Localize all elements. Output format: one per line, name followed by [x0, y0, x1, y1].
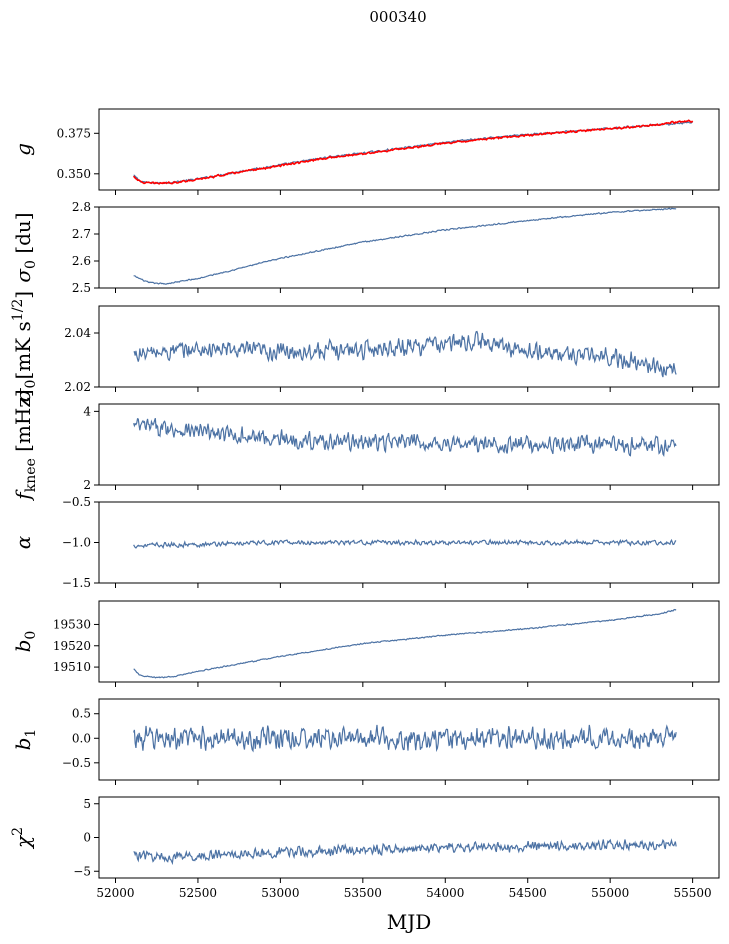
panel-7: −5 0 5 52000 52500 53000 53500 54000 54500 55000 5… [10, 796, 720, 900]
panel-5: 19510 19520 19530 b0​ [11, 600, 720, 687]
y-tick-label: 4 [83, 404, 91, 418]
y-tick-label: 2.5 [72, 281, 91, 295]
y-axis-label-1: σ0​ [du] [11, 212, 39, 282]
y-axis-label-6: b1​ [11, 729, 39, 751]
y-axis-label-2: σ0​[mK s1/2​] [10, 291, 39, 402]
panel-0: 0.350 0.375 g [11, 108, 720, 195]
panel-frame [98, 501, 720, 584]
series-line-4-0 [133, 538, 677, 550]
panel-frame [98, 698, 720, 781]
panel-frame [98, 600, 720, 683]
x-tick-label: 53000 [261, 886, 299, 900]
x-tick-label: 53500 [344, 886, 382, 900]
panels: 0.350 0.375 g 2.5 2.6 2.7 2.8 σ0​ [du] 2.02 2.04 σ… [10, 108, 720, 900]
y-tick-label: 19530 [53, 617, 91, 631]
series-line-2-0 [133, 330, 677, 378]
series-line-7-0 [133, 838, 677, 866]
y-tick-label: 19520 [53, 639, 91, 653]
y-axis-label-7: χ2​ [10, 827, 35, 850]
y-tick-label: −0.5 [62, 495, 91, 509]
panel-frame [98, 796, 720, 879]
y-tick-label: −1.5 [62, 576, 91, 590]
y-tick-label: −1.0 [62, 536, 91, 550]
series-line-1-0 [133, 207, 677, 285]
y-tick-label: 0 [83, 831, 91, 845]
x-tick-label: 54500 [509, 886, 547, 900]
x-tick-label: 55000 [591, 886, 629, 900]
y-tick-label: −0.5 [62, 756, 91, 770]
panel-frame [98, 206, 720, 289]
y-tick-label: 2.02 [64, 380, 91, 394]
y-tick-label: 0.350 [57, 167, 91, 181]
y-tick-label: 2.04 [64, 326, 91, 340]
y-tick-label: 19510 [53, 660, 91, 674]
y-axis-label-0: g [11, 143, 35, 156]
y-tick-label: 2.6 [72, 254, 91, 268]
y-tick-label: 5 [83, 797, 91, 811]
x-tick-label: 55500 [674, 886, 712, 900]
series-line-5-0 [133, 608, 677, 679]
x-tick-label: 54000 [426, 886, 464, 900]
panel-3: 2 4 fknee​ [mHz] [11, 389, 720, 502]
panel-4: −1.5 −1.0 −0.5 α [11, 495, 720, 590]
y-tick-label: 2 [83, 478, 91, 492]
x-axis-label: MJD [387, 910, 432, 934]
y-axis-label-3: fknee​ [mHz] [11, 389, 39, 501]
panel-6: −0.5 0.0 0.5 b1​ [11, 698, 720, 785]
chart-title: 000340 [369, 8, 426, 26]
y-tick-label: 0.0 [72, 731, 91, 745]
x-tick-label: 52000 [96, 886, 134, 900]
panel-2: 2.02 2.04 σ0​[mK s1/2​] [10, 291, 720, 402]
y-tick-label: 2.8 [72, 200, 91, 214]
y-tick-label: 2.7 [72, 227, 91, 241]
y-tick-label: 0.5 [72, 707, 91, 721]
y-tick-label: −5 [73, 864, 91, 878]
panel-frame [98, 108, 720, 191]
panel-1: 2.5 2.6 2.7 2.8 σ0​ [du] [11, 200, 720, 295]
panel-frame [98, 305, 720, 388]
series-line-3-0 [133, 417, 677, 458]
series-line-6-0 [133, 724, 677, 753]
series-line-0-1 [132, 119, 694, 185]
x-tick-label: 52500 [179, 886, 217, 900]
panel-frame [98, 403, 720, 486]
y-axis-label-5: b0​ [11, 631, 39, 653]
y-axis-label-4: α [11, 535, 35, 549]
y-tick-label: 0.375 [57, 126, 91, 140]
